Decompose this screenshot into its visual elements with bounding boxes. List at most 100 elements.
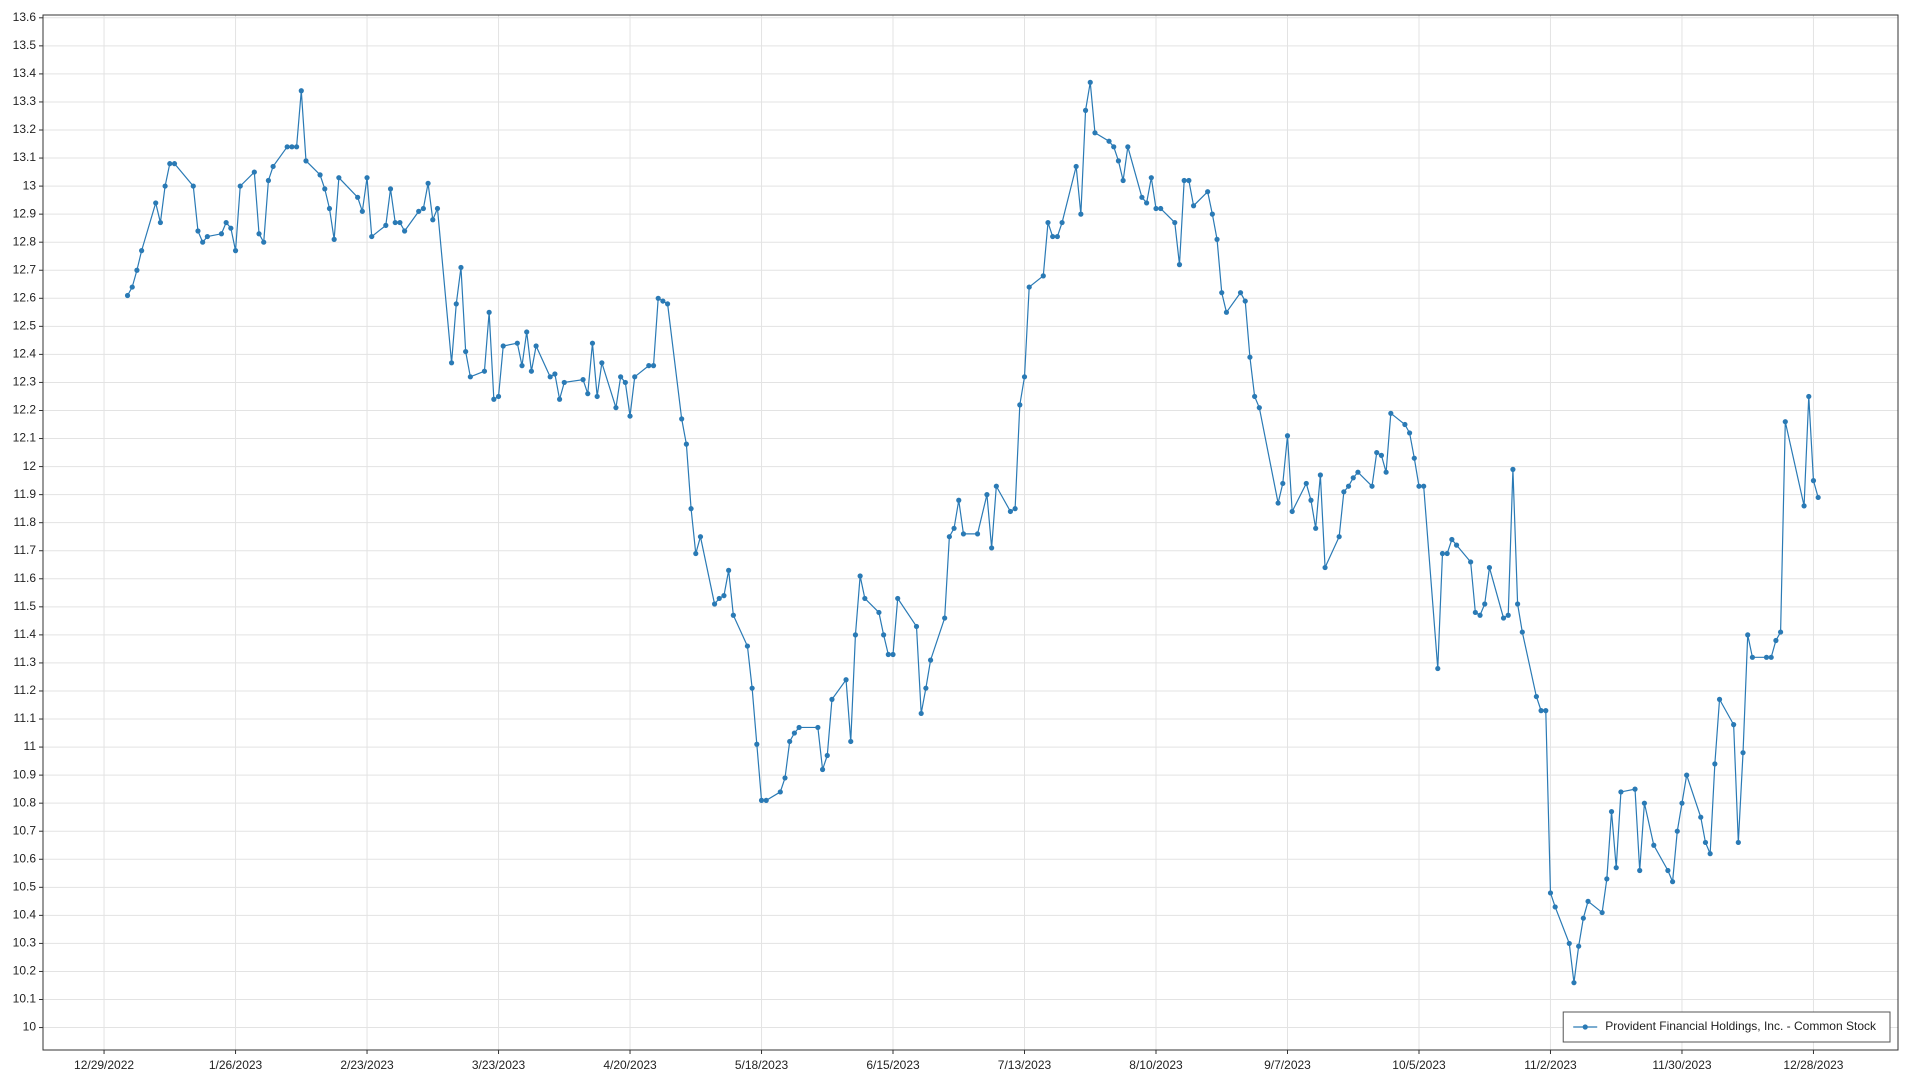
data-point <box>1665 867 1671 874</box>
data-point <box>486 309 492 315</box>
data-point <box>1576 943 1582 949</box>
data-point <box>1716 696 1723 702</box>
data-point <box>613 405 619 411</box>
data-point <box>1749 654 1756 660</box>
data-point <box>336 175 342 181</box>
data-point <box>1190 203 1197 209</box>
data-point <box>1745 632 1751 638</box>
data-point <box>298 88 304 94</box>
data-point <box>1604 876 1610 882</box>
plot-frame <box>42 14 1899 1051</box>
data-point <box>547 374 553 380</box>
data-point <box>1468 559 1474 565</box>
data-point <box>796 724 802 731</box>
data-point <box>1411 455 1417 461</box>
data-point <box>1707 851 1713 857</box>
data-point <box>491 396 497 402</box>
x-tick-label: 9/7/2023 <box>1264 1058 1311 1072</box>
data-point <box>1214 236 1220 242</box>
data-point <box>1186 177 1192 184</box>
data-point <box>585 391 591 397</box>
data-point <box>1806 393 1812 400</box>
data-point <box>1712 761 1718 767</box>
data-point <box>942 615 948 621</box>
data-point <box>1317 472 1323 478</box>
data-point <box>1702 839 1709 846</box>
data-point <box>1284 433 1291 439</box>
x-tick-label: 7/13/2023 <box>998 1058 1052 1072</box>
data-point <box>1679 800 1685 806</box>
data-point <box>1050 233 1056 240</box>
data-point <box>1435 665 1441 672</box>
data-point <box>237 183 243 189</box>
data-point <box>1486 564 1493 571</box>
y-tick-label: 10.6 <box>13 851 37 865</box>
y-tick-label: 13.4 <box>13 66 37 80</box>
data-point <box>1406 430 1413 436</box>
data-point <box>1444 550 1450 557</box>
y-tick-label: 10.4 <box>13 908 37 922</box>
y-tick-label: 10.2 <box>13 964 37 978</box>
data-point <box>383 222 389 228</box>
data-point <box>862 595 868 602</box>
data-point <box>167 161 173 167</box>
x-tick-label: 5/18/2023 <box>735 1058 789 1072</box>
data-point <box>1308 497 1314 503</box>
data-point <box>1613 865 1619 871</box>
data-point <box>448 360 455 366</box>
data-point <box>622 379 628 386</box>
data-point <box>655 295 661 301</box>
data-point <box>416 208 422 214</box>
data-point <box>946 534 952 540</box>
data-point <box>857 573 863 579</box>
data-point <box>923 685 929 691</box>
data-point <box>777 789 783 795</box>
data-point <box>716 595 722 602</box>
y-tick-label: 13.5 <box>13 38 37 52</box>
data-point <box>589 340 596 346</box>
data-point <box>1500 615 1507 621</box>
data-point <box>1571 980 1577 986</box>
data-point <box>1421 483 1427 489</box>
data-point <box>392 219 398 226</box>
data-point <box>1383 469 1389 475</box>
data-point <box>1378 452 1385 458</box>
y-tick-label: 11.9 <box>14 487 37 501</box>
data-point <box>951 525 957 531</box>
data-point <box>711 601 718 607</box>
data-point <box>1651 842 1657 848</box>
data-point <box>646 363 652 369</box>
y-tick-label: 10 <box>23 1020 37 1034</box>
data-point <box>1538 708 1544 714</box>
data-point <box>1543 708 1549 714</box>
data-point <box>664 301 671 307</box>
data-point <box>1369 483 1375 489</box>
data-point <box>1482 601 1488 607</box>
x-tick-label: 11/30/2023 <box>1652 1058 1711 1072</box>
x-tick-label: 10/5/2023 <box>1392 1058 1446 1072</box>
legend-item: Provident Financial Holdings, Inc. - Com… <box>1573 1019 1877 1033</box>
data-point <box>1632 786 1638 792</box>
y-tick-label: 11.4 <box>14 627 37 641</box>
data-point <box>1158 205 1164 212</box>
data-point <box>1176 262 1183 268</box>
data-point <box>580 377 586 383</box>
data-point <box>1782 419 1788 425</box>
data-point <box>467 374 473 380</box>
y-tick-label: 12.1 <box>13 431 37 445</box>
data-point <box>1608 808 1615 815</box>
data-point <box>890 651 896 658</box>
data-point <box>726 567 732 573</box>
data-point <box>1115 158 1122 164</box>
data-point <box>1106 138 1112 144</box>
x-tick-label: 11/2/2023 <box>1524 1058 1577 1072</box>
data-point <box>1078 211 1084 217</box>
data-point <box>223 219 229 226</box>
data-point <box>594 393 600 400</box>
data-point <box>387 186 394 192</box>
data-point <box>1181 177 1187 184</box>
data-point <box>688 506 694 512</box>
data-point <box>730 612 736 618</box>
data-point <box>293 144 300 150</box>
data-point <box>852 632 859 638</box>
